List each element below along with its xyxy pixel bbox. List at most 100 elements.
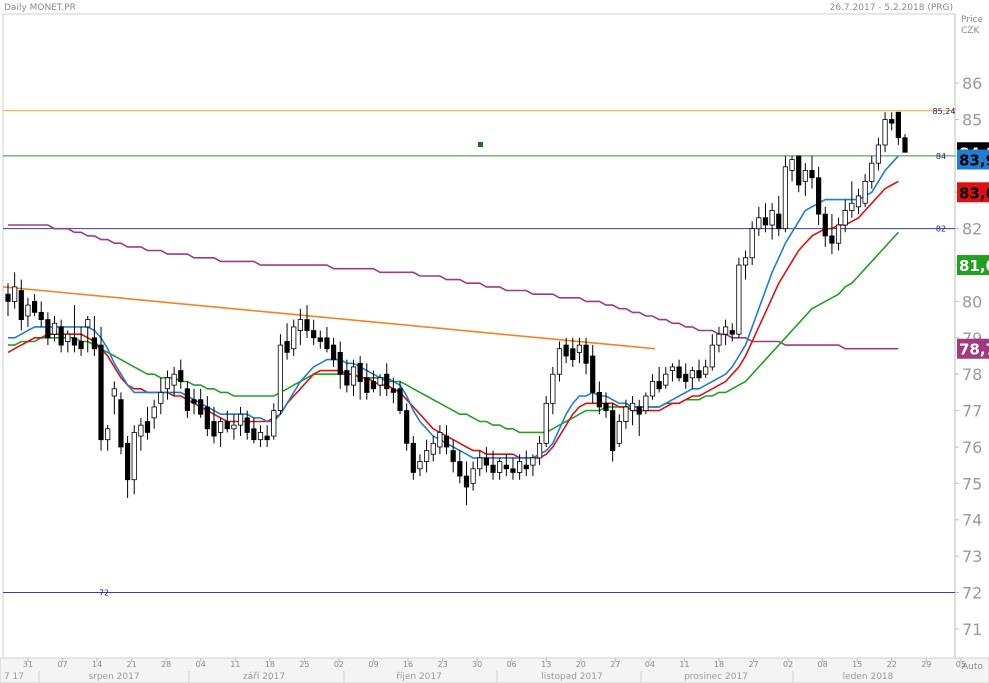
candle-body [191,399,197,404]
axis-label-price: Price [961,15,983,25]
candle-body [158,391,164,404]
chart-title: Daily MONET.PR [4,3,76,13]
candle-body [570,348,576,361]
candle-body [742,257,749,266]
value-badge-label: 83,9 [959,152,989,170]
anchor-marker[interactable] [478,142,483,147]
candle-body [364,377,370,393]
candle-body [463,475,470,488]
candle-body [497,461,503,473]
candle-body [477,457,483,470]
candle-body [822,213,828,237]
date-range: 26.7.2017 - 5.2.2018 (PRG) [830,3,953,13]
candle-body [663,373,669,386]
x-tick-label: 28 [161,660,171,669]
candle-body [517,461,523,473]
month-label: 7 17 [4,672,24,682]
candle-body [450,450,456,462]
candle-body [889,119,895,124]
candle-body [171,373,177,386]
x-tick-label: 31 [23,660,33,669]
candle-body [118,399,124,448]
purple-ma-line [8,224,899,350]
candle-body [38,311,44,321]
last-value-badges: 84,183,983,081,078,7 [957,142,989,359]
month-label: listopad 2017 [541,672,602,682]
axis-label-currency: CZK [961,26,980,36]
candle-body [656,381,662,390]
y-tick-label: 82 [962,220,982,239]
candle-body [550,373,556,404]
candle-body [98,344,104,441]
candle-body [224,421,230,430]
month-labels: 7 17 srpen 2017 září 2017 říjen 2017 listopa… [4,671,894,683]
candle-body [796,155,802,186]
resistance-trendline [2,286,656,350]
candle-body [291,326,297,350]
candle-body [65,333,71,342]
value-badge [957,338,989,359]
y-tick-label: 75 [962,474,982,493]
candle-body [344,370,350,386]
candle-body [669,366,676,371]
candle-body [483,457,490,466]
candle-body [862,180,868,204]
value-badge-label: 81,0 [959,257,989,275]
candle-body [590,355,596,393]
candle-body [556,348,563,375]
candle-body [417,461,423,470]
x-tick-label: 20 [576,660,586,669]
candle-body [616,421,622,444]
x-tick-label: 18 [265,660,275,669]
candle-body [237,413,244,426]
candle-body [330,344,337,361]
level-label: 84 [936,152,946,161]
candle-body [178,370,184,382]
candle-body [902,137,908,153]
candle-body [882,119,888,146]
value-badge [957,182,989,203]
candle-body [576,344,583,353]
candle-body [257,432,264,441]
candle-body [85,319,91,328]
candle-body [138,424,144,437]
candle-body [709,344,715,368]
candle-body [802,170,808,182]
candle-body [490,464,496,473]
candle-body [683,373,689,382]
candle-body [324,337,330,350]
candle-body [776,213,782,230]
candle-body [782,166,789,230]
candle-body [895,111,901,139]
candle-body [842,210,848,226]
candle-body [563,344,569,357]
level-label: 85,24 [933,107,956,116]
candle-body [603,402,609,411]
y-tick-label: 73 [962,547,982,566]
candle-body [703,366,709,375]
month-label: prosinec 2017 [684,672,748,682]
candle-body [736,264,742,335]
candle-body [131,432,137,481]
candle-body [251,428,257,441]
candle-body [875,144,882,164]
x-tick-label: 05 [956,660,966,669]
auto-scale-button[interactable]: Auto [962,662,983,672]
y-tick-label: 80 [962,292,982,311]
candle-body [304,319,310,331]
candle-body [384,373,390,390]
candle-body [25,304,31,317]
candle-body [769,210,775,226]
candle-body [204,406,210,430]
candle-body [809,170,815,179]
x-tick-label: 15 [852,660,862,669]
candle-body [218,421,224,433]
candle-body [643,395,649,411]
value-badge [957,255,989,276]
candle-body [71,337,78,346]
month-label: srpen 2017 [88,672,139,682]
candle-body [789,159,795,171]
x-tick-label: 22 [887,660,897,669]
candle-body [78,341,84,350]
